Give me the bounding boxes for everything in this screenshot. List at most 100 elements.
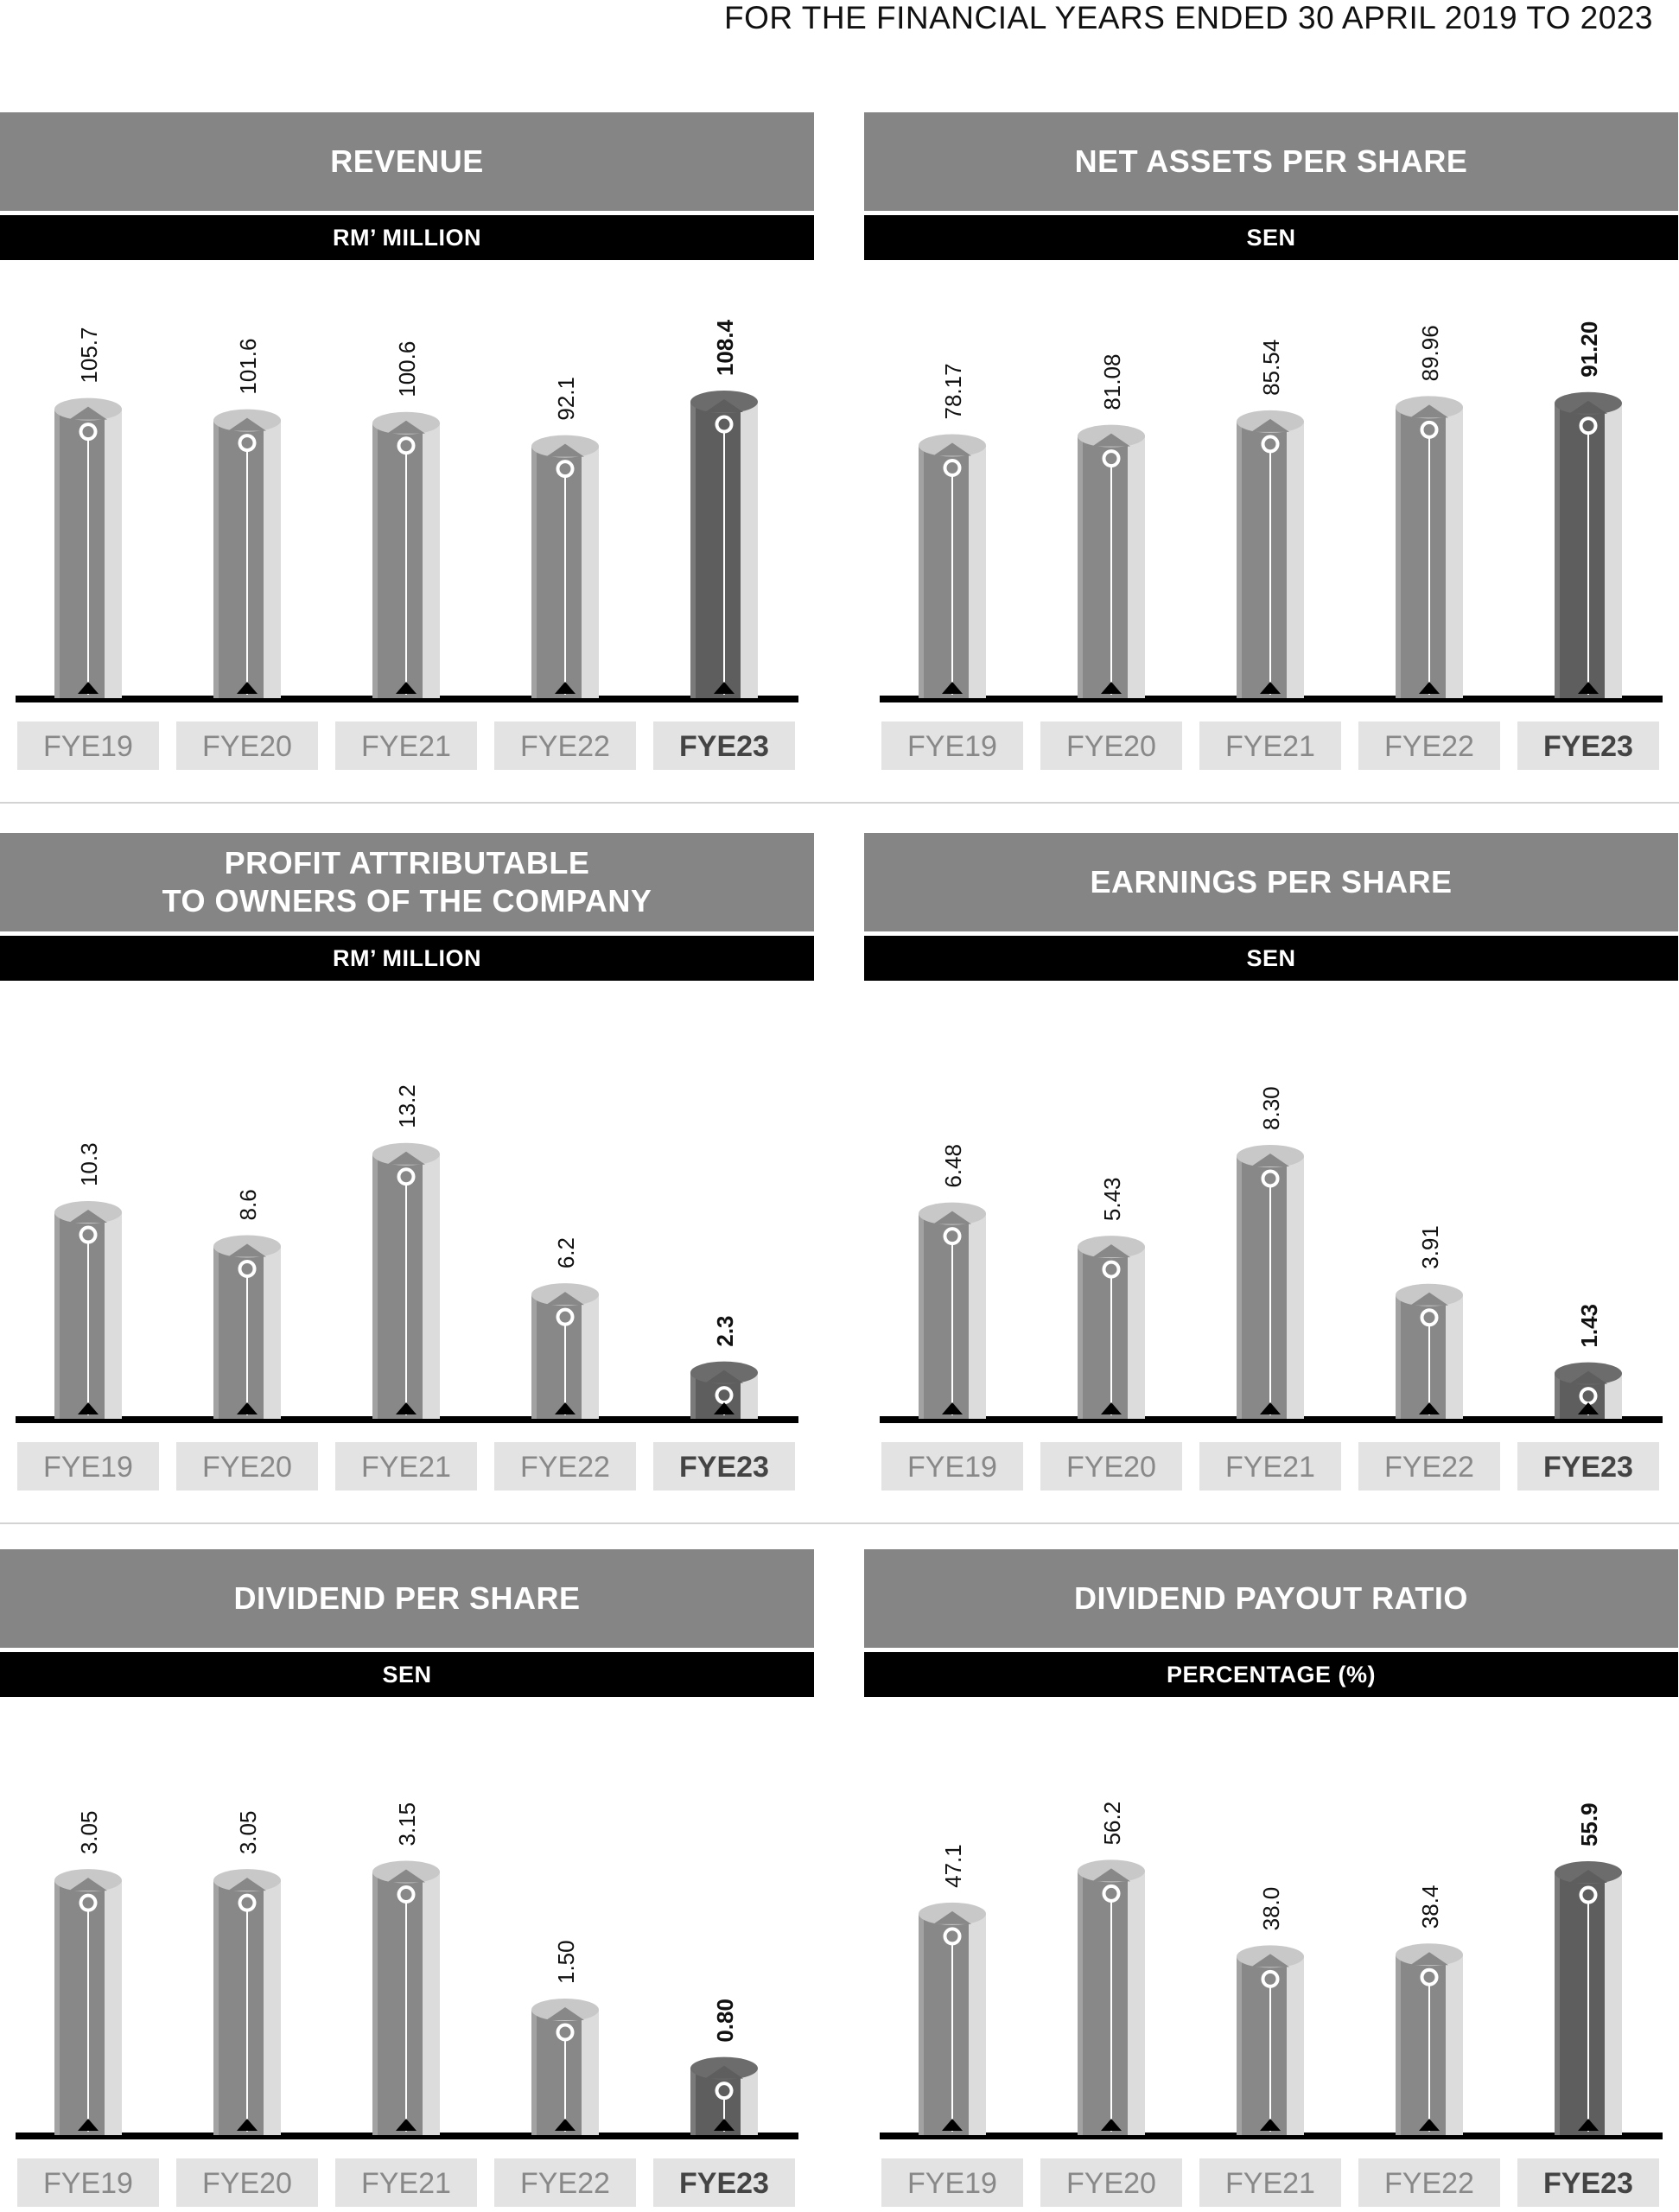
- bar-edge: [213, 1246, 219, 1419]
- bar-edge: [1396, 1294, 1401, 1419]
- bar-edge: [1078, 435, 1083, 698]
- tick-label: FYE22: [520, 1451, 610, 1484]
- bar: [213, 1235, 281, 1419]
- tick-label: FYE19: [907, 1451, 997, 1484]
- tick-label: FYE23: [679, 730, 769, 763]
- bar: [1396, 1943, 1463, 2135]
- bar-marker: [1579, 1885, 1598, 1904]
- bar-cap-shade: [705, 399, 743, 413]
- bar-body: [213, 1246, 264, 1419]
- category-box: [1517, 721, 1659, 770]
- tick-label: FYE23: [679, 2167, 769, 2200]
- bar: [372, 411, 440, 698]
- bar-cap-shade: [387, 1151, 425, 1165]
- bar-body: [1396, 1294, 1446, 1419]
- bar-cap-shade: [228, 1878, 266, 1891]
- tick-label: FYE22: [1384, 2167, 1474, 2200]
- bar-marker: [238, 434, 257, 453]
- data-label: 5.43: [1099, 1177, 1125, 1221]
- category-box: [494, 721, 636, 770]
- category-box: [1199, 1442, 1341, 1491]
- category-pointer: [1260, 2119, 1281, 2131]
- bar-marker: [715, 2082, 734, 2101]
- bar-marker: [79, 1893, 98, 1912]
- bar-edge: [1555, 403, 1560, 698]
- category-pointer: [78, 1402, 99, 1414]
- category-box: [653, 2158, 795, 2207]
- bar-marker: [1579, 416, 1598, 435]
- category-pointer: [1101, 682, 1122, 694]
- category-box: [335, 1442, 477, 1491]
- category-box: [17, 2158, 159, 2207]
- tick-label: FYE20: [202, 1451, 292, 1484]
- baseline: [880, 696, 1663, 702]
- bar: [1555, 391, 1622, 698]
- tick-label: FYE23: [1543, 730, 1633, 763]
- baseline: [880, 1416, 1663, 1423]
- data-label: 100.6: [394, 341, 420, 397]
- category-pointer: [714, 1402, 735, 1414]
- earnings-per-share-chart: 6.48 FYE19 5.43 FYE20 8.30 FYE21 3.91 FYE22 1.43…: [880, 1086, 1663, 1491]
- bar-cap-shade: [1410, 404, 1448, 418]
- category-box: [1358, 1442, 1500, 1491]
- tick-label: FYE22: [520, 730, 610, 763]
- revenue-chart: 105.7 FYE19 101.6 FYE20 100.6 FYE21 92.1 FYE22 1…: [16, 319, 798, 770]
- bar-edge: [1555, 1373, 1560, 1419]
- bar: [1237, 410, 1304, 698]
- panel-title: EARNINGS PER SHARE: [864, 833, 1678, 931]
- bar: [531, 1999, 599, 2135]
- bar-body: [54, 409, 105, 698]
- bar: [1555, 1362, 1622, 1419]
- category-pointer: [396, 682, 417, 694]
- bar-body: [54, 1880, 105, 2135]
- section-divider: [0, 1522, 1679, 1524]
- category-pointer: [1101, 2119, 1122, 2131]
- category-pointer: [555, 1402, 576, 1414]
- data-label: 6.48: [940, 1144, 966, 1188]
- bar-body: [919, 1913, 969, 2135]
- bar-cap-shade: [69, 1878, 107, 1891]
- bar: [1078, 1859, 1145, 2135]
- profit-attributable-chart: 10.3 FYE19 8.6 FYE20 13.2 FYE21 6.2 FYE22 2.3 FYE…: [16, 1084, 798, 1491]
- bar-cap-shade: [228, 417, 266, 431]
- bar-body: [1237, 1956, 1287, 2135]
- category-pointer: [555, 682, 576, 694]
- tick-label: FYE19: [43, 2167, 133, 2200]
- bar-cap-shade: [228, 1243, 266, 1257]
- bar-body: [1237, 1155, 1287, 1419]
- data-label: 85.54: [1258, 340, 1284, 396]
- bar: [531, 435, 599, 698]
- panel-unit: RM’ MILLION: [0, 215, 814, 260]
- bar: [1237, 1144, 1304, 1419]
- data-label: 13.2: [394, 1084, 420, 1128]
- bar-edge: [1078, 1247, 1083, 1419]
- bar-cap-shade: [1569, 400, 1607, 414]
- bar-edge: [213, 1880, 219, 2135]
- bar-marker: [397, 1167, 416, 1186]
- bar: [919, 1202, 986, 1419]
- bar-edge: [1555, 1872, 1560, 2135]
- category-pointer: [237, 2119, 258, 2131]
- bar-cap-shade: [1092, 433, 1130, 447]
- bar-marker: [1102, 1884, 1121, 1903]
- panel-title: DIVIDEND PER SHARE: [0, 1549, 814, 1648]
- category-box: [653, 1442, 795, 1491]
- category-box: [881, 2158, 1023, 2207]
- panel-unit: SEN: [864, 215, 1678, 260]
- bar-marker: [943, 1927, 962, 1946]
- category-pointer: [714, 2119, 735, 2131]
- panel-title: DIVIDEND PAYOUT RATIO: [864, 1549, 1678, 1648]
- data-label: 10.3: [76, 1142, 102, 1186]
- bar-cap-shade: [933, 442, 971, 456]
- category-pointer: [1419, 682, 1440, 694]
- data-label: 6.2: [553, 1237, 579, 1268]
- data-label: 91.20: [1576, 321, 1602, 378]
- bar-cap-shade: [933, 1211, 971, 1224]
- baseline: [16, 1416, 798, 1423]
- bar: [1237, 1945, 1304, 2135]
- bar-body: [213, 420, 264, 698]
- category-pointer: [714, 682, 735, 694]
- bar-body: [1078, 435, 1128, 698]
- bar-body: [531, 1294, 582, 1419]
- category-box: [17, 721, 159, 770]
